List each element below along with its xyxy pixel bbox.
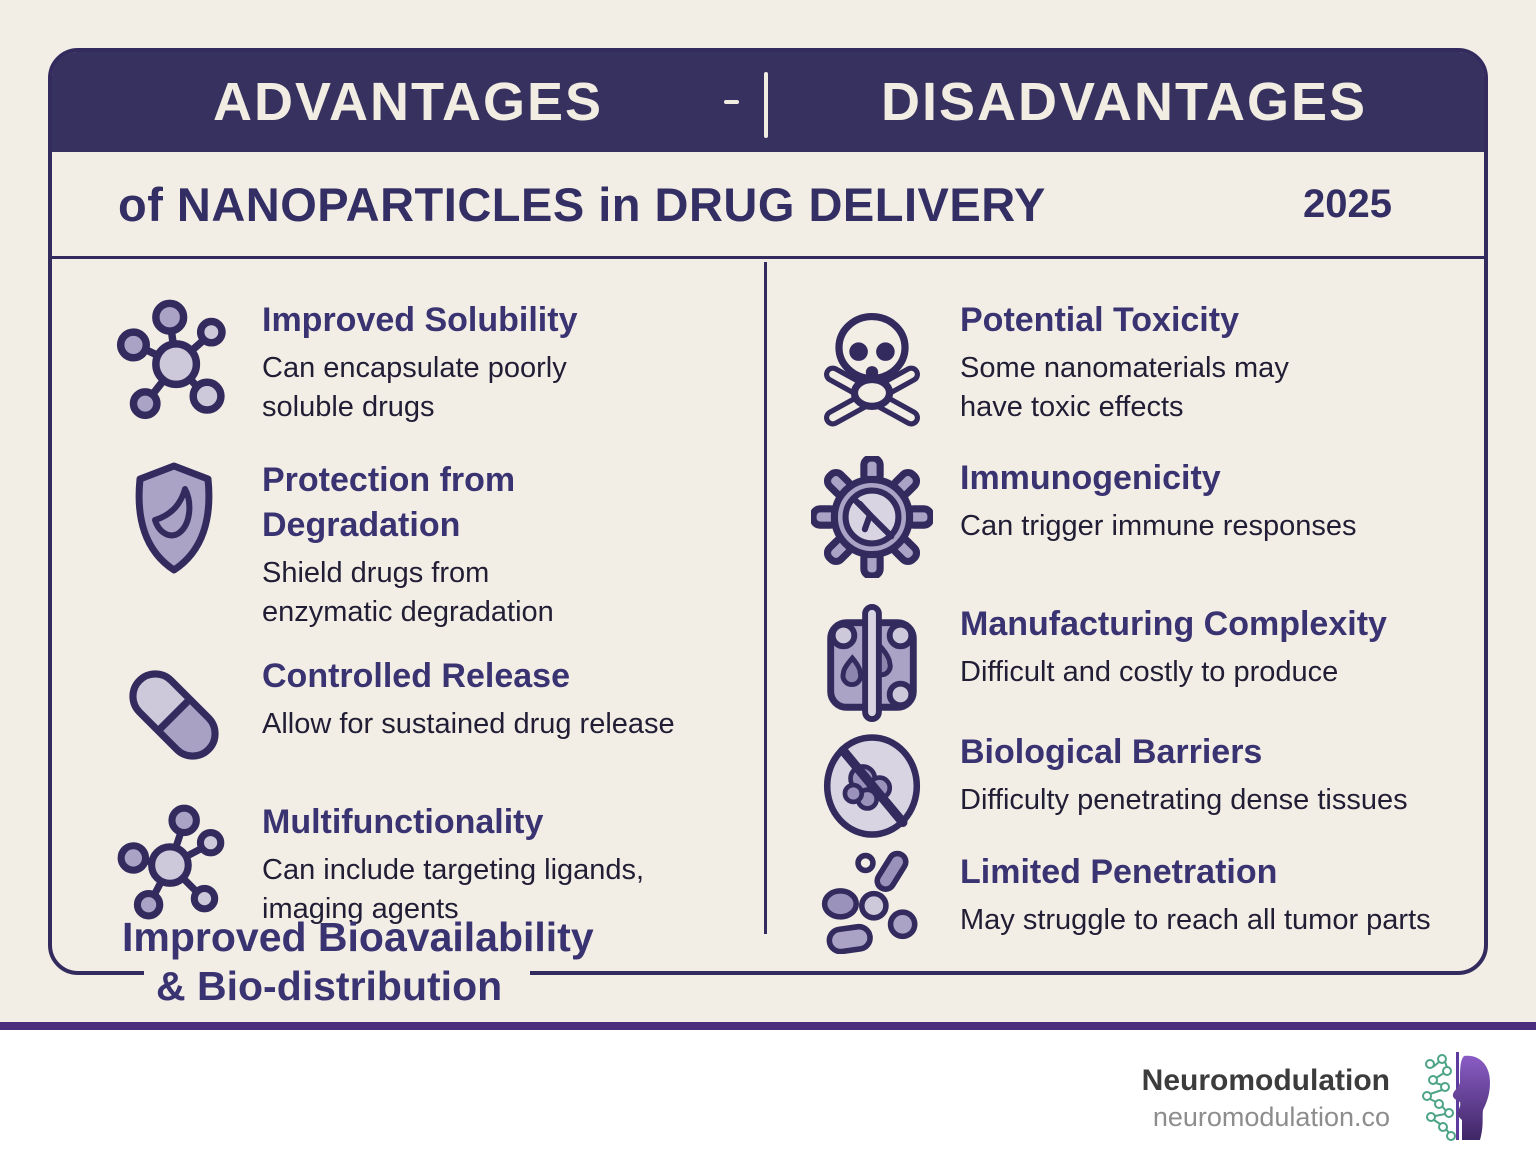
item-description: Can include targeting ligands, imaging a…	[262, 854, 645, 925]
bioavailability-note-line2: & Bio-distribution	[144, 961, 531, 1011]
skull-crossbones-icon	[802, 298, 942, 428]
item-text: Manufacturing Complexity Difficult and c…	[942, 602, 1387, 692]
multifunctional-nanoparticle-icon	[104, 800, 244, 922]
item-title: Potential Toxicity	[960, 301, 1239, 339]
blocked-tissue-icon	[802, 730, 942, 842]
item-title: Improved Solubility	[262, 301, 578, 339]
bioavailability-note: Improved Bioavailability & Bio-distribut…	[122, 913, 594, 1011]
item-text: Improved Solubility Can encapsulate poor…	[244, 298, 577, 426]
list-item: Protection from Degradation Shield drugs…	[104, 458, 766, 654]
nanoparticle-icon	[104, 298, 244, 426]
item-title: Protection from Degradation	[262, 461, 516, 545]
subtitle-row: of NANOPARTICLES in DRUG DELIVERY 2025	[52, 152, 1484, 259]
bioavailability-note-line1: Improved Bioavailability	[122, 913, 594, 960]
header-bar: ADVANTAGES DISADVANTAGES	[52, 52, 1484, 152]
list-item: Improved Solubility Can encapsulate poor…	[104, 298, 766, 458]
header-divider	[764, 72, 768, 138]
item-text: Multifunctionality Can include targeting…	[244, 800, 644, 928]
item-text: Protection from Degradation Shield drugs…	[244, 458, 554, 632]
item-text: Immunogenicity Can trigger immune respon…	[942, 456, 1357, 546]
list-item: Potential Toxicity Some nanomaterials ma…	[802, 298, 1484, 456]
infographic-card: ADVANTAGES DISADVANTAGES of NANOPARTICLE…	[48, 48, 1488, 1011]
list-item: Biological Barriers Difficulty penetrati…	[802, 730, 1484, 850]
bottom-accent-bar	[0, 1022, 1536, 1030]
item-description: Allow for sustained drug release	[262, 708, 675, 741]
disadvantages-header: DISADVANTAGES	[880, 72, 1368, 132]
footer: Neuromodulation neuromodulation.co	[0, 1042, 1536, 1154]
column-divider	[764, 262, 767, 934]
item-title: Manufacturing Complexity	[960, 605, 1387, 643]
list-item: Limited Penetration May struggle to reac…	[802, 850, 1484, 958]
item-title: Controlled Release	[262, 657, 570, 695]
item-description: Can encapsulate poorly soluble drugs	[262, 352, 567, 423]
cells-icon	[802, 850, 942, 954]
list-item: Controlled Release Allow for sustained d…	[104, 654, 766, 800]
manufacturing-machine-icon	[802, 602, 942, 724]
gear-antibody-icon	[802, 456, 942, 578]
shield-check-icon	[104, 458, 244, 578]
advantages-column: Improved Solubility Can encapsulate poor…	[52, 262, 766, 1011]
list-item: Immunogenicity Can trigger immune respon…	[802, 456, 1484, 602]
item-text: Controlled Release Allow for sustained d…	[244, 654, 675, 744]
item-description: Some nanomaterials may have toxic effect…	[960, 352, 1289, 423]
item-text: Potential Toxicity Some nanomaterials ma…	[942, 298, 1289, 426]
item-description: May struggle to reach all tumor parts	[960, 904, 1431, 937]
brand-url: neuromodulation.co	[1152, 1101, 1390, 1132]
item-title: Multifunctionality	[262, 803, 544, 841]
disadvantages-column: Potential Toxicity Some nanomaterials ma…	[766, 262, 1484, 975]
subtitle-text: of NANOPARTICLES in DRUG DELIVERY	[118, 177, 1046, 231]
advantages-header: ADVANTAGES	[212, 72, 603, 132]
content-columns: Improved Solubility Can encapsulate poor…	[52, 262, 1484, 1011]
item-description: Can trigger immune responses	[960, 510, 1357, 543]
item-text: Limited Penetration May struggle to reac…	[942, 850, 1431, 940]
item-title: Biological Barriers	[960, 733, 1263, 771]
brand-text: Neuromodulation neuromodulation.co	[1142, 1064, 1390, 1133]
item-description: Difficult and costly to produce	[960, 656, 1339, 689]
neuromodulation-logo	[1416, 1050, 1500, 1147]
year-label: 2025	[1303, 181, 1392, 226]
list-item: Manufacturing Complexity Difficult and c…	[802, 602, 1484, 730]
brand-name: Neuromodulation	[1141, 1063, 1390, 1097]
item-description: Shield drugs from enzymatic degradation	[262, 557, 554, 628]
item-text: Biological Barriers Difficulty penetrati…	[942, 730, 1408, 820]
infographic-background: ADVANTAGES DISADVANTAGES of NANOPARTICLE…	[0, 0, 1536, 1022]
item-title: Limited Penetration	[960, 853, 1278, 891]
item-description: Difficulty penetrating dense tissues	[960, 784, 1408, 817]
dash-mark	[724, 100, 739, 104]
item-title: Immunogenicity	[960, 459, 1221, 497]
list-item: Multifunctionality Can include targeting…	[104, 800, 766, 968]
capsule-icon	[104, 654, 244, 776]
